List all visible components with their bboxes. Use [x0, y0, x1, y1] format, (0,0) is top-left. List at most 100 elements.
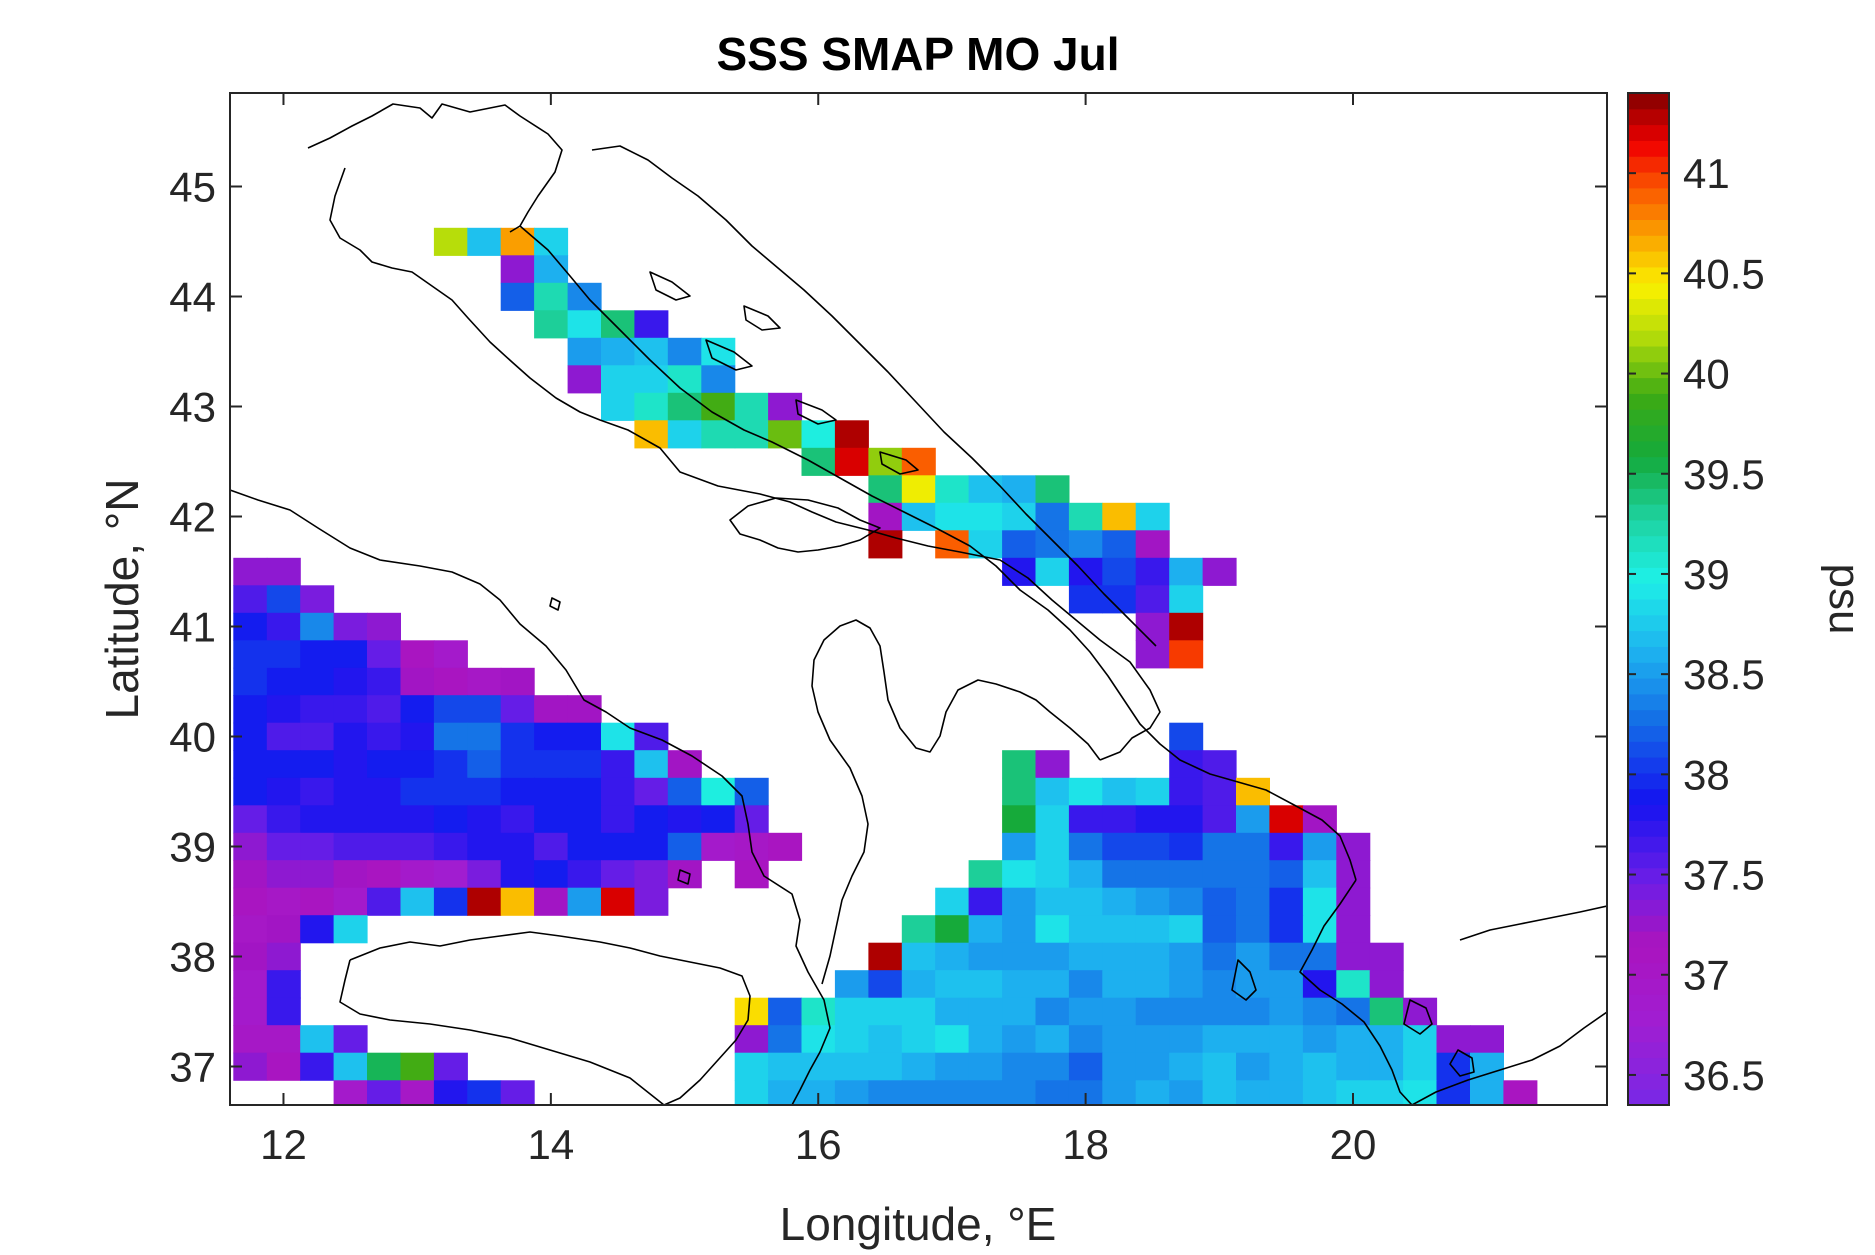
x-axis-label: Longitude, °E: [780, 1198, 1057, 1250]
salinity-cell: [1169, 860, 1204, 889]
salinity-cell: [1068, 1025, 1103, 1054]
salinity-cell: [433, 887, 468, 916]
salinity-cell: [1169, 1052, 1204, 1081]
salinity-cell: [266, 640, 301, 669]
colorbar-frame: [1627, 92, 1670, 1106]
colorbar-step: [1628, 377, 1669, 394]
salinity-cell: [968, 942, 1003, 971]
salinity-cell: [567, 832, 602, 861]
colorbar-step: [1628, 852, 1669, 869]
coastline-sicily-west: [339, 959, 665, 1105]
colorbar-step: [1628, 599, 1669, 616]
salinity-cell: [367, 832, 401, 861]
salinity-cell: [1336, 1025, 1371, 1054]
salinity-cell: [1236, 832, 1270, 861]
salinity-cell: [433, 640, 468, 669]
salinity-cell: [1068, 832, 1103, 861]
coastline-balkans: [519, 225, 1357, 881]
colorbar-step: [1628, 931, 1669, 948]
colorbar-step: [1628, 1073, 1669, 1090]
salinity-cell: [467, 227, 502, 256]
salinity-cell: [367, 777, 401, 806]
coastline-island-croatia-4: [879, 451, 919, 475]
salinity-cell: [1169, 777, 1204, 806]
salinity-cell: [567, 722, 602, 751]
colorbar-step: [1628, 1010, 1669, 1027]
salinity-cell: [1102, 530, 1137, 559]
colorbar-step: [1628, 535, 1669, 553]
salinity-cell: [500, 777, 535, 806]
salinity-cell: [534, 695, 569, 724]
salinity-cell: [1068, 860, 1103, 889]
colorbar-step: [1628, 266, 1669, 284]
salinity-cell: [1236, 805, 1270, 834]
salinity-cell: [1135, 915, 1170, 944]
salinity-cell: [1035, 860, 1070, 889]
salinity-cell: [1269, 915, 1304, 944]
salinity-cell: [266, 915, 301, 944]
salinity-cell: [1269, 942, 1304, 971]
salinity-cell: [1169, 997, 1204, 1026]
coastline-sicily: [349, 931, 751, 1105]
salinity-cell: [1436, 1080, 1471, 1105]
salinity-cell: [400, 860, 435, 889]
coastline-taranto-gulf: [811, 619, 1101, 985]
y-tick-label: 37: [169, 1044, 216, 1091]
salinity-cell: [834, 1080, 869, 1105]
coastline-island-zakynthos: [1449, 1049, 1475, 1077]
salinity-cell: [1135, 997, 1170, 1026]
salinity-cell: [968, 1025, 1003, 1054]
salinity-cell: [834, 420, 869, 449]
salinity-cell: [266, 612, 301, 641]
salinity-cell: [868, 475, 903, 504]
salinity-cell: [601, 860, 635, 889]
colorbar-step: [1628, 693, 1669, 711]
colorbar-step: [1628, 156, 1669, 173]
salinity-cell: [768, 1052, 803, 1081]
colorbar-tick-label: 37: [1683, 952, 1730, 999]
colorbar-step: [1628, 1041, 1669, 1059]
salinity-cell: [1068, 530, 1103, 559]
salinity-cell: [734, 805, 769, 834]
salinity-cell: [333, 667, 368, 696]
colorbar-step: [1628, 425, 1669, 442]
salinity-cell: [534, 887, 569, 916]
salinity-cell: [1369, 997, 1404, 1026]
salinity-cell: [1102, 805, 1137, 834]
salinity-cell: [1035, 970, 1070, 999]
salinity-cell: [834, 970, 869, 999]
salinity-cell: [1470, 1052, 1504, 1081]
colorbar-step: [1628, 456, 1669, 473]
salinity-cell: [1102, 777, 1137, 806]
salinity-cell: [500, 667, 535, 696]
salinity-cell: [1236, 1052, 1270, 1081]
salinity-cell: [634, 777, 669, 806]
salinity-cell: [901, 970, 936, 999]
chart-title: SSS SMAP MO Jul: [716, 28, 1119, 80]
salinity-cell: [1169, 805, 1204, 834]
salinity-cell: [1169, 557, 1204, 586]
salinity-cell: [634, 750, 669, 779]
salinity-cell: [801, 420, 836, 449]
salinity-cell: [868, 970, 903, 999]
salinity-cell: [1336, 1052, 1371, 1081]
salinity-cell: [266, 667, 301, 696]
salinity-cell: [1169, 832, 1204, 861]
salinity-cell: [1169, 750, 1204, 779]
salinity-cell: [768, 420, 803, 449]
coastline-italy-east: [329, 167, 1161, 761]
colorbar-step: [1628, 725, 1669, 742]
salinity-cell: [601, 777, 635, 806]
salinity-cell: [1169, 722, 1204, 751]
salinity-cell: [868, 447, 903, 476]
salinity-cell: [935, 942, 970, 971]
salinity-cell: [266, 695, 301, 724]
salinity-cell: [801, 447, 836, 476]
salinity-cell: [567, 887, 602, 916]
salinity-cell: [901, 502, 936, 531]
colorbar-tick-label: 40: [1683, 351, 1730, 398]
colorbar-step: [1628, 962, 1669, 979]
salinity-cell: [935, 475, 970, 504]
salinity-cell: [768, 1080, 803, 1105]
salinity-cell: [868, 1080, 903, 1105]
